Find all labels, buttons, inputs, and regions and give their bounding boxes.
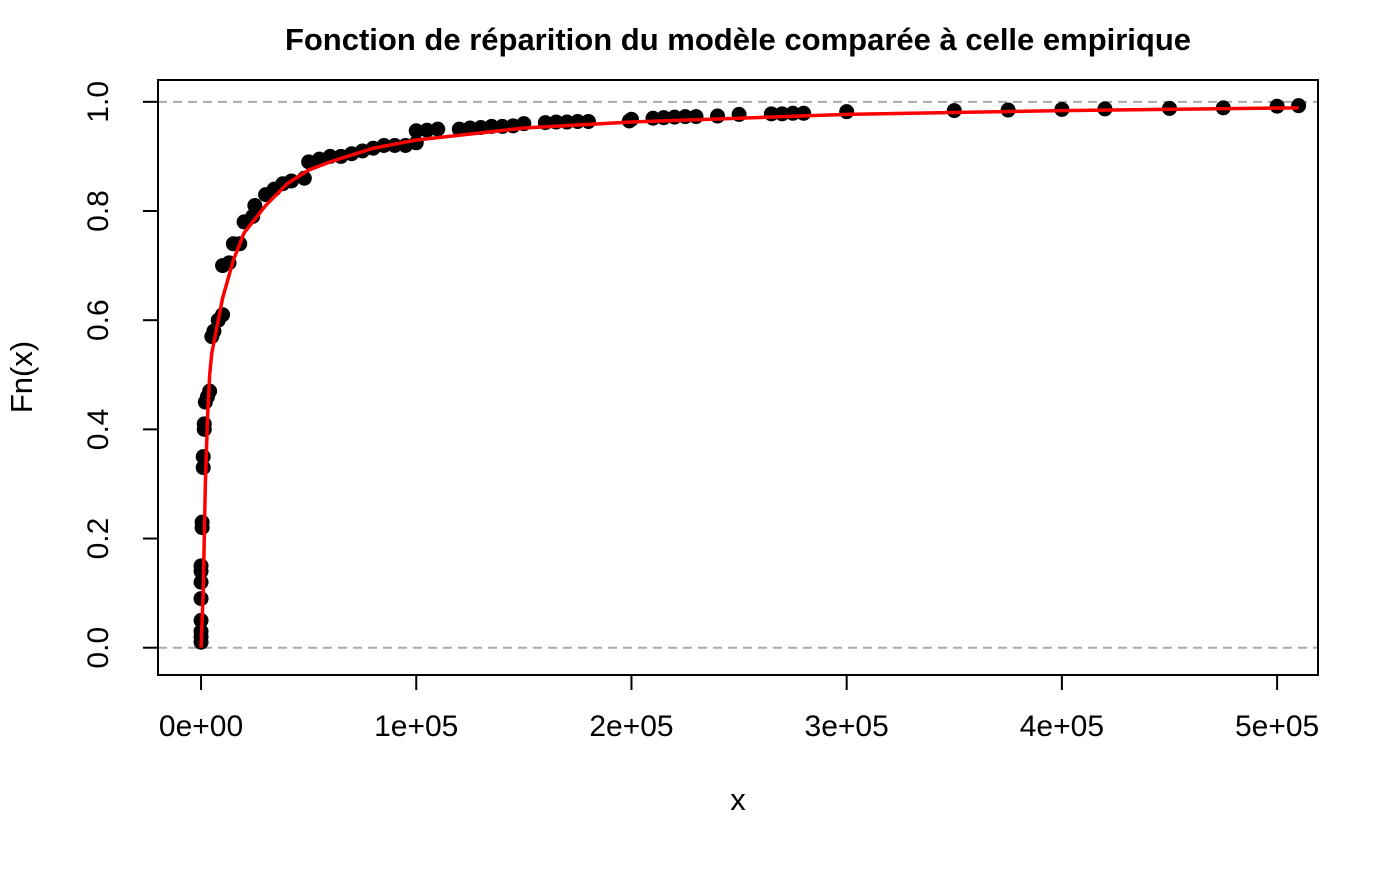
y-tick-label: 0.4	[82, 408, 115, 450]
x-tick-label: 3e+05	[805, 710, 889, 743]
ecdf-point	[247, 198, 263, 214]
ecdf-point	[839, 104, 855, 120]
ecdf-point	[195, 449, 211, 465]
x-tick-label: 5e+05	[1235, 710, 1319, 743]
ecdf-point	[580, 113, 596, 129]
x-tick-label: 4e+05	[1020, 710, 1104, 743]
x-tick-label: 0e+00	[159, 710, 243, 743]
ecdf-point	[796, 105, 812, 121]
ecdf-point	[688, 109, 704, 125]
ecdf-point	[710, 108, 726, 124]
ecdf-point	[623, 111, 639, 127]
ecdf-point	[408, 123, 424, 139]
y-tick-label: 0.2	[82, 518, 115, 560]
ecdf-point	[1269, 98, 1285, 114]
ecdf-point	[193, 558, 209, 574]
model-cdf-line	[199, 106, 1299, 648]
ecdf-point	[430, 121, 446, 137]
y-tick-label: 0.0	[82, 627, 115, 669]
plot-frame	[157, 79, 1319, 676]
ecdf-point	[946, 103, 962, 119]
ecdf-point	[462, 120, 478, 136]
x-tick-label: 1e+05	[374, 710, 458, 743]
ecdf-point	[194, 514, 210, 530]
ecdf-point	[1291, 98, 1307, 114]
y-tick-label: 0.8	[82, 190, 115, 232]
x-axis-label: x	[730, 782, 746, 817]
x-tick-label: 2e+05	[589, 710, 673, 743]
chart-title: Fonction de réparition du modèle comparé…	[285, 22, 1191, 57]
y-tick-label: 0.6	[82, 299, 115, 341]
y-axis-label: Fn(x)	[4, 341, 39, 413]
y-tick-label: 1.0	[82, 81, 115, 123]
ecdf-point	[196, 416, 212, 432]
